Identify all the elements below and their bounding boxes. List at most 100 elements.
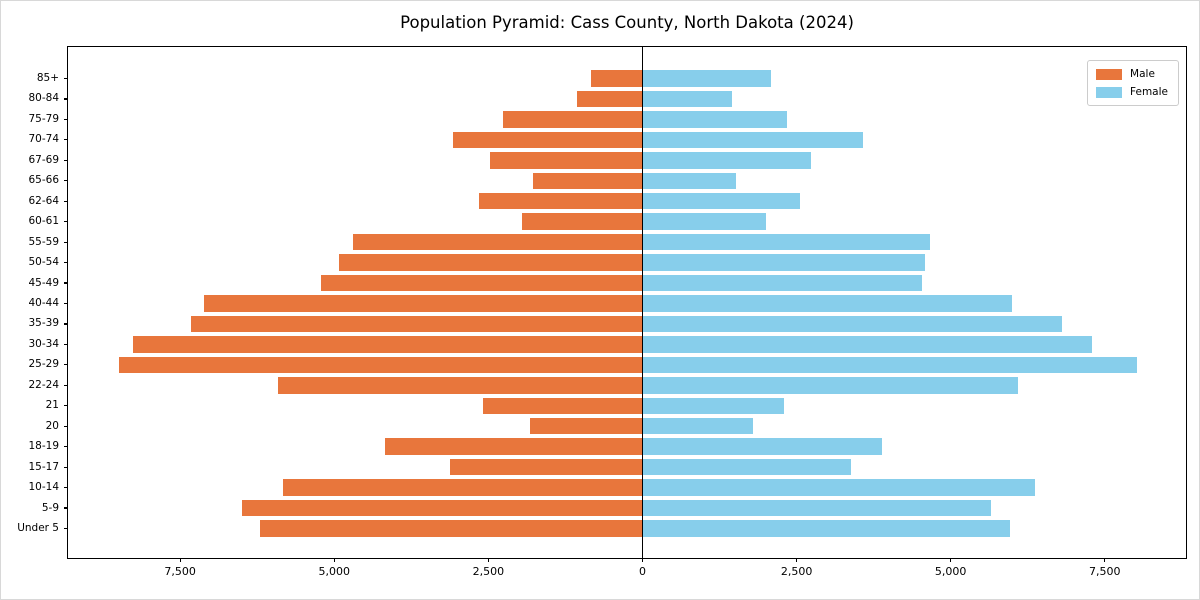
y-tick-label: 21 xyxy=(45,399,59,412)
y-tick-label: 35-39 xyxy=(28,317,59,330)
y-tick-mark xyxy=(64,159,68,161)
male-bar xyxy=(282,479,643,496)
y-tick-label: 30-34 xyxy=(28,337,59,350)
x-tick-label: 5,000 xyxy=(318,565,351,578)
female-bar xyxy=(642,213,767,230)
x-tick-mark xyxy=(950,558,952,562)
male-bar xyxy=(278,377,643,394)
y-tick-label: 20 xyxy=(45,419,59,432)
male-bar xyxy=(242,499,643,517)
female-bar xyxy=(642,152,811,169)
x-tick-label: 7,500 xyxy=(164,565,196,578)
male-bar xyxy=(385,438,643,455)
female-bar xyxy=(642,418,754,435)
x-tick-mark xyxy=(333,558,335,562)
y-tick-label: 85+ xyxy=(36,72,59,84)
female-bar xyxy=(642,336,1093,353)
y-tick-mark xyxy=(64,118,68,120)
female-bar xyxy=(642,315,1062,333)
legend-item-male: Male xyxy=(1096,68,1168,80)
female-bar xyxy=(642,193,801,210)
y-tick-mark xyxy=(64,200,68,202)
male-bar xyxy=(191,315,643,333)
female-bar xyxy=(642,458,851,476)
y-tick-label: 45-49 xyxy=(28,276,59,289)
male-bar xyxy=(576,90,643,108)
female-bar xyxy=(642,70,771,87)
plot-area: Male Female 85+ 80-84 75-79 70-74 67-69 65-66… xyxy=(17,46,1187,578)
y-tick-label: 22-24 xyxy=(28,378,59,391)
y-tick-mark xyxy=(64,405,68,407)
x-tick-mark xyxy=(1104,558,1106,562)
male-bar xyxy=(503,111,643,128)
female-bar xyxy=(642,499,991,517)
legend-label-female: Female xyxy=(1130,86,1168,98)
y-tick-mark xyxy=(64,282,68,284)
female-bar xyxy=(642,131,863,149)
legend-label-male: Male xyxy=(1130,68,1155,80)
y-tick-label: 5-9 xyxy=(41,501,59,514)
y-tick-label: 67-69 xyxy=(28,153,59,166)
female-bar xyxy=(642,520,1010,537)
x-tick-mark xyxy=(179,558,181,562)
x-tick-mark xyxy=(487,558,489,562)
female-bar xyxy=(642,295,1012,312)
y-tick-mark xyxy=(64,486,68,489)
y-tick-label: Under 5 xyxy=(17,522,59,534)
male-bar xyxy=(449,458,643,476)
x-tick-label: 2,500 xyxy=(780,565,813,578)
y-tick-mark xyxy=(64,139,68,141)
male-bar xyxy=(478,193,643,210)
x-tick-label: 2,500 xyxy=(472,565,505,578)
male-bar xyxy=(522,213,643,230)
female-bar xyxy=(642,356,1137,374)
y-tick-label: 80-84 xyxy=(28,92,59,105)
y-tick-mark xyxy=(64,323,68,325)
y-tick-mark xyxy=(64,527,68,530)
x-tick-label: 7,500 xyxy=(1089,565,1121,578)
chart-title: Population Pyramid: Cass County, North D… xyxy=(400,13,854,32)
y-tick-label: 50-54 xyxy=(28,256,59,269)
y-tick-mark xyxy=(64,261,68,264)
y-tick-mark xyxy=(64,221,68,223)
female-bar xyxy=(642,233,930,251)
y-tick-label: 60-61 xyxy=(28,215,59,228)
y-tick-mark xyxy=(64,507,68,509)
y-tick-mark xyxy=(64,364,68,366)
y-tick-mark xyxy=(64,384,68,386)
y-tick-label: 70-74 xyxy=(28,133,59,146)
x-tick-label: 5,000 xyxy=(934,565,967,578)
y-tick-label: 65-66 xyxy=(28,174,59,187)
male-bar xyxy=(260,520,643,537)
male-bar xyxy=(133,336,643,353)
male-bar xyxy=(529,418,643,435)
y-tick-mark xyxy=(64,241,68,243)
x-tick-label: 0 xyxy=(638,565,646,578)
female-swatch-icon xyxy=(1096,86,1123,98)
female-bar xyxy=(642,172,736,189)
y-tick-label: 10-14 xyxy=(28,481,59,494)
male-bar xyxy=(338,254,643,271)
legend-item-female: Female xyxy=(1096,86,1168,98)
y-tick-mark xyxy=(64,446,68,448)
male-bar xyxy=(204,295,643,312)
male-bar xyxy=(453,131,643,149)
female-bar xyxy=(642,438,882,455)
x-tick-mark xyxy=(641,558,644,562)
y-tick-label: 62-64 xyxy=(28,194,59,207)
x-tick-mark xyxy=(795,558,798,562)
y-tick-label: 15-17 xyxy=(28,460,59,473)
y-tick-label: 75-79 xyxy=(28,112,59,125)
female-bar xyxy=(642,377,1018,394)
y-tick-mark xyxy=(64,343,68,345)
female-bar xyxy=(642,274,923,292)
y-tick-mark xyxy=(64,77,68,80)
male-bar xyxy=(533,172,643,189)
male-bar xyxy=(353,233,643,251)
male-bar xyxy=(490,152,643,169)
y-tick-label: 40-44 xyxy=(28,297,59,309)
female-bar xyxy=(642,254,925,271)
male-bar xyxy=(119,356,643,374)
y-tick-label: 25-29 xyxy=(28,358,59,371)
